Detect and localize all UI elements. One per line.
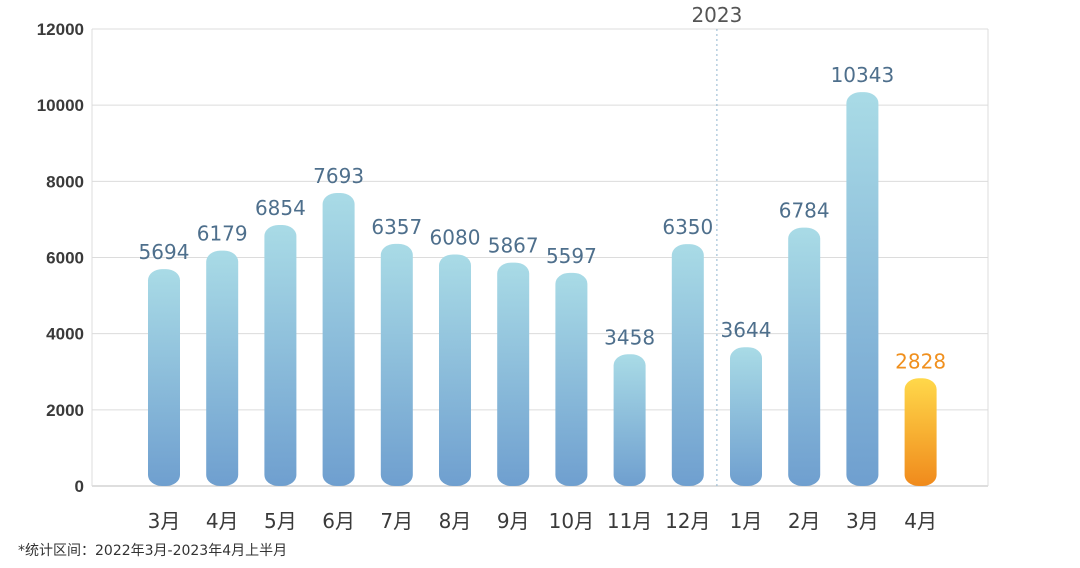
gridlines [91, 28, 989, 487]
y-tick-label: 2000 [46, 401, 84, 420]
y-tick-label: 0 [75, 477, 84, 496]
x-tick-label: 6月 [322, 509, 355, 533]
bar [671, 244, 704, 486]
bar [846, 92, 879, 487]
x-tick-label: 4月 [904, 509, 937, 533]
y-tick-label: 12000 [37, 20, 84, 39]
bar [439, 254, 471, 486]
y-tick-label: 10000 [37, 96, 84, 115]
data-label: 6854 [255, 196, 306, 220]
bar [206, 250, 239, 486]
x-tick-label: 9月 [497, 509, 530, 533]
data-labels: 5694 6179 6854 7693 6357 6080 5867 5597 3458 6350… [139, 63, 947, 373]
y-axis: 0 2000 4000 6000 8000 10000 12000 [37, 20, 84, 496]
bar [322, 193, 355, 487]
y-tick-label: 4000 [46, 325, 84, 344]
y-tick-label: 8000 [46, 172, 84, 191]
data-label: 7693 [313, 164, 364, 188]
bar [730, 347, 762, 486]
x-tick-label: 5月 [264, 509, 297, 533]
x-tick-label: 12月 [665, 509, 710, 533]
data-label: 5867 [488, 234, 539, 258]
x-tick-label: 7月 [380, 509, 413, 533]
footnote: *统计区间：2022年3月-2023年4月上半月 [18, 543, 288, 559]
x-tick-label: 10月 [549, 509, 594, 533]
data-label: 5694 [139, 240, 190, 264]
bar [264, 224, 297, 486]
year-divider: 2023 [691, 3, 742, 486]
bar [555, 272, 588, 486]
bar [904, 378, 937, 486]
bars [148, 92, 937, 487]
bar [613, 354, 646, 486]
x-tick-label: 11月 [607, 509, 652, 533]
y-tick-label: 6000 [46, 249, 84, 268]
x-tick-label: 8月 [439, 509, 472, 533]
data-label: 5597 [546, 244, 597, 268]
data-label: 2828 [895, 349, 946, 373]
x-tick-label: 3月 [846, 509, 879, 533]
bar [380, 243, 413, 486]
data-label: 6179 [197, 222, 248, 246]
x-tick-label: 2月 [788, 509, 821, 533]
data-label: 3644 [721, 318, 772, 342]
bar [148, 269, 180, 486]
bar [497, 262, 530, 486]
x-tick-label: 3月 [148, 509, 181, 533]
data-label: 3458 [604, 325, 655, 349]
x-axis: 3月 4月 5月 6月 7月 8月 9月 10月 11月 12月 1月 2月 3月 4月 [148, 509, 937, 533]
x-tick-label: 1月 [730, 509, 763, 533]
year-divider-label: 2023 [691, 3, 742, 27]
bar [788, 227, 821, 486]
x-tick-label: 4月 [206, 509, 239, 533]
data-label: 6784 [779, 199, 830, 223]
data-label: 6080 [430, 225, 481, 249]
data-label: 6357 [371, 215, 422, 239]
data-label: 10343 [831, 63, 895, 87]
data-label: 6350 [662, 215, 713, 239]
